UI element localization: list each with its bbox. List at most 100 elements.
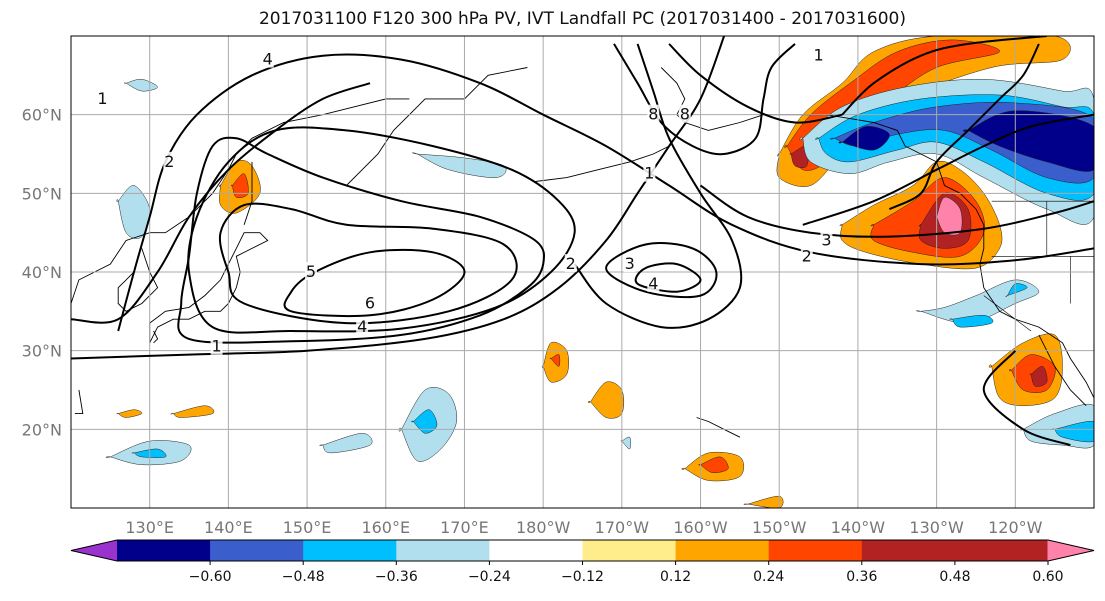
lat-tick-label: 40°N [22,263,62,282]
chart-title: 2017031100 F120 300 hPa PV, IVT Landfall… [258,9,906,29]
colorbar-bin [210,540,304,561]
colorbar-bin [303,540,397,561]
lon-tick-label: 170°W [595,518,650,537]
coastline [535,145,670,182]
colorbar-bin [489,540,584,561]
coastline [149,232,269,344]
colorbar-bin [954,540,1049,561]
contour-label: 1 [97,89,107,108]
colorbar-bin [768,540,863,561]
contour-label: 1 [644,164,654,183]
contour-label-bg [261,49,274,68]
pv-contours [71,36,1094,447]
contour-label: 5 [306,262,316,281]
map-frame [70,35,1095,509]
pv-contour [177,136,546,344]
contour-label: 8 [648,105,658,124]
shaded-region [743,495,784,508]
colorbar-tick-label: 0.24 [753,569,784,585]
pv-contour [573,43,743,329]
pv-contour [888,43,1040,211]
colorbar-tick-label: 0.36 [846,569,877,585]
coastline [243,161,253,225]
colorbar-bin [675,540,770,561]
pv-contour [802,113,1094,226]
contour-label-bg [647,273,660,292]
contour-label-bg [163,151,176,170]
shaded-region [131,448,167,458]
contour-label: 2 [164,152,174,171]
shaded-region [319,433,373,454]
ivt-pc-shading [105,36,1094,508]
shaded-region [620,436,631,450]
contour-label-bg [623,254,636,273]
contour-label-bg [812,45,825,64]
lat-tick-label: 50°N [22,184,62,203]
contour-label: 4 [263,50,273,69]
lon-tick-label: 150°E [283,518,332,537]
lon-tick-label: 160°W [673,518,728,537]
shaded-region [838,126,890,151]
colorbar-bin [582,540,677,561]
lat-tick-label: 30°N [22,342,62,361]
colorbar-outline [70,539,1095,562]
contour-label: 2 [566,254,576,273]
axis-ticks: 130°E 140°E 150°E 160°E 170°E 180°W 170°W 160°W… [22,106,1043,537]
pv-contour [187,126,576,334]
lon-tick-label: 160°E [361,518,410,537]
contour-label-bg [800,246,813,265]
contour-label-bg [305,262,318,280]
colorbar-bin [396,540,490,561]
contour-label: 8 [680,105,690,124]
border-line [983,295,1032,332]
pv-contour [699,184,1094,238]
colorbar-bin [117,540,211,561]
contour-label: 4 [357,317,367,336]
pv-contour [218,202,518,325]
colorbar-tick-label: −0.60 [189,569,232,585]
contour-label-bg [564,254,577,273]
contour-label: 4 [648,274,658,293]
colorbar: −0.60 −0.48 −0.36 −0.24 −0.12 0.12 0.24 0.36 0.4… [70,539,1095,585]
coastline [153,330,159,344]
contour-label-bg [356,317,369,336]
coastline [660,67,1094,399]
lat-tick-label: 60°N [22,106,62,125]
shaded-region [949,314,994,328]
pv-contour [841,36,1047,116]
pv-contour [71,36,726,360]
colorbar-bin [861,540,956,561]
colorbar-tick-label: −0.12 [561,569,604,585]
contour-label-bg [96,88,109,107]
lon-tick-label: 150°W [752,518,807,537]
lon-tick-label: 140°W [831,518,886,537]
pv-contour [982,350,1071,447]
lat-tick-label: 20°N [22,420,62,439]
shaded-region [549,354,561,367]
pv-contour [605,242,718,299]
lon-tick-label: 120°W [988,518,1043,537]
lon-tick-label: 170°E [440,518,489,537]
contour-label-bg [678,104,691,123]
contour-label-bg [647,104,660,123]
colorbar-tick-label: 0.48 [939,569,970,585]
lon-tick-label: 130°W [909,518,964,537]
colorbar-tick-label: 0.60 [1032,569,1063,585]
coastline [696,417,741,438]
shaded-region [116,185,151,239]
contour-label: 3 [821,231,831,250]
contour-label: 3 [625,254,635,273]
colorbar-tick-label: −0.48 [282,569,325,585]
shaded-region [1029,366,1048,387]
colorbar-tick-label: −0.24 [468,569,511,585]
pv-contour [613,43,796,156]
coastline [117,248,159,312]
pv-contour [668,43,843,124]
lon-tick-label: 140°E [204,518,253,537]
pv-contour [634,262,702,293]
coastline [74,389,84,415]
shaded-region [411,409,438,434]
lon-tick-label: 180°W [516,518,571,537]
